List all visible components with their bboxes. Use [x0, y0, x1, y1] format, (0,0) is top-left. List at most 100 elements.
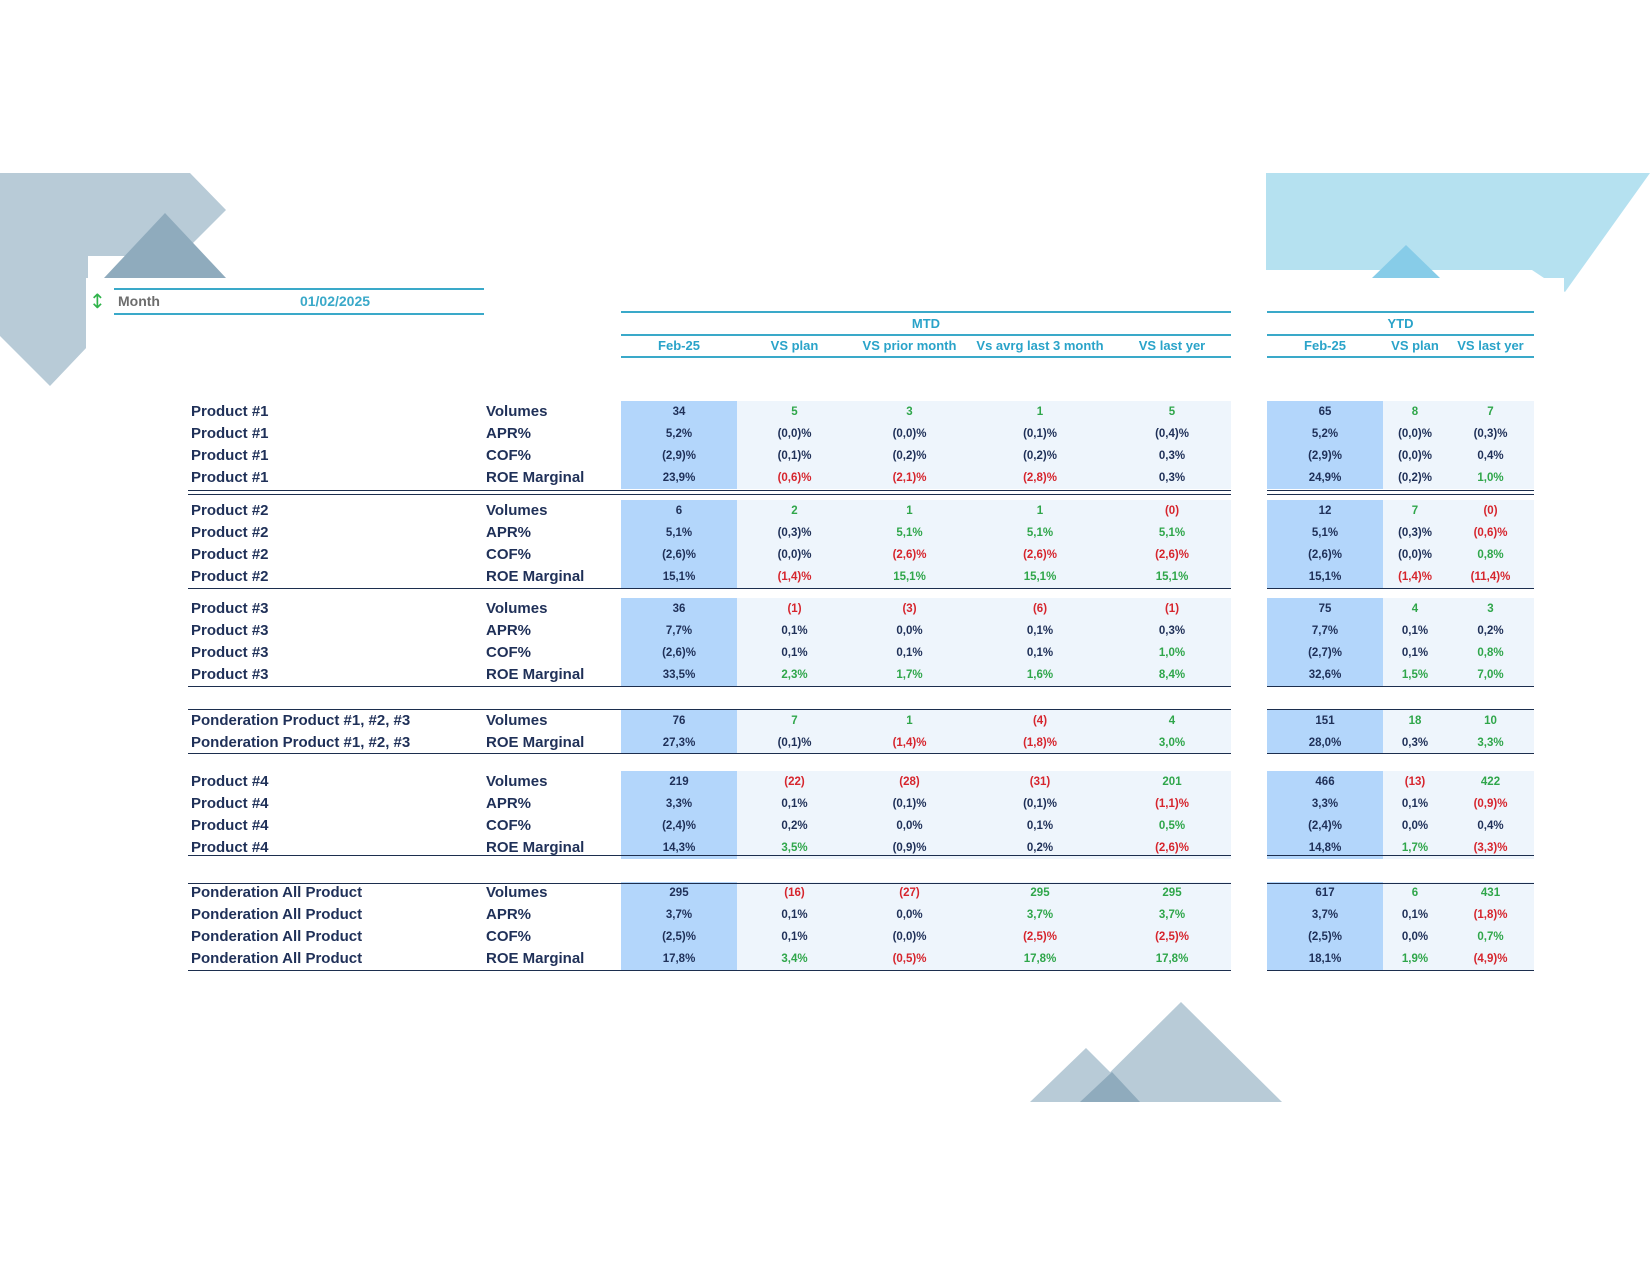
ytd-value-cell: (2,6)%	[1308, 549, 1342, 561]
ytd-value-cell: 15,1%	[1308, 571, 1342, 583]
mtd-col-0: Feb-25	[658, 338, 700, 353]
mtd-value-cell: 1,7%	[896, 669, 923, 681]
ytd-value-cell: 0,3%	[1401, 737, 1429, 749]
mtd-value-cell: 219	[669, 776, 689, 788]
mtd-value-cell: (1,4)%	[892, 737, 927, 749]
ytd-value-cell: 3,3%	[1311, 798, 1339, 810]
row-metric: APR%	[486, 906, 532, 923]
mtd-value-cell: 0,1%	[1026, 820, 1054, 832]
mtd-value-cell: (0,0)%	[777, 549, 812, 561]
up-down-arrow-icon[interactable]: ↕	[89, 289, 106, 313]
mtd-value-cell: (0)	[1164, 505, 1180, 517]
mtd-value-cell: (0,1)%	[1023, 798, 1057, 810]
mtd-value-cell: (6)	[1032, 603, 1048, 615]
ytd-col-0: Feb-25	[1304, 338, 1346, 353]
row-product: Ponderation All Product	[191, 906, 363, 923]
mtd-value-cell: 3,4%	[781, 953, 808, 965]
mtd-value-cell: 1	[906, 715, 913, 727]
mtd-value-cell: 15,1%	[662, 571, 696, 583]
group-separator	[188, 686, 1231, 687]
row-product: Product #1	[191, 425, 269, 442]
row-product: Product #1	[191, 469, 269, 486]
ytd-value-cell: 1,0%	[1477, 472, 1504, 484]
ytd-value-cell: 12	[1318, 505, 1332, 517]
row-metric: Volumes	[486, 403, 548, 420]
row-product: Product #4	[191, 773, 269, 790]
mtd-value-cell: (2,6)%	[662, 647, 696, 659]
mtd-value-cell: 0,3%	[1158, 450, 1186, 462]
month-value[interactable]: 01/02/2025	[299, 293, 371, 309]
ytd-value-cell: 0,1%	[1401, 909, 1429, 921]
mtd-value-cell: 3,7%	[665, 909, 693, 921]
ytd-value-cell: 6	[1411, 887, 1419, 899]
mtd-value-cell: (28)	[899, 776, 920, 788]
right-shape-large	[1266, 173, 1650, 292]
ytd-value-cell: (2,4)%	[1308, 820, 1342, 832]
group-separator	[1267, 490, 1534, 491]
mtd-current-highlight	[621, 401, 737, 489]
mtd-value-cell: (1)	[787, 603, 802, 615]
ytd-col-1: VS plan	[1391, 338, 1439, 353]
mtd-value-cell: 295	[1030, 887, 1050, 899]
row-product: Product #3	[191, 666, 269, 683]
row-metric: ROE Marginal	[486, 666, 585, 683]
row-product: Product #2	[191, 568, 269, 585]
mtd-value-cell: 7	[791, 715, 798, 727]
ytd-value-cell: 7,0%	[1477, 669, 1504, 681]
mtd-current-highlight	[621, 500, 737, 588]
month-label: Month	[118, 293, 160, 309]
mtd-value-cell: (2,8)%	[1023, 472, 1057, 484]
ytd-value-cell: (0,0)%	[1398, 549, 1432, 561]
mtd-value-cell: 0,2%	[781, 820, 808, 832]
right-shape-triangle	[1372, 245, 1440, 278]
group-separator	[1267, 753, 1534, 754]
mtd-value-cell: 3,3%	[665, 798, 693, 810]
mtd-value-cell: (1,4)%	[777, 571, 812, 583]
row-product: Product #1	[191, 447, 269, 464]
row-metric: COF%	[486, 447, 531, 464]
mtd-value-cell: 3,0%	[1158, 737, 1186, 749]
ytd-value-cell: 14,8%	[1308, 842, 1342, 854]
ytd-value-cell: (3,3)%	[1473, 842, 1508, 854]
ytd-value-cell: 1,7%	[1401, 842, 1429, 854]
mtd-value-cell: 8,4%	[1158, 669, 1186, 681]
group-separator	[188, 753, 1231, 754]
row-metric: Volumes	[486, 712, 548, 729]
mtd-value-cell: (1,8)%	[1023, 737, 1057, 749]
mtd-value-cell: 15,1%	[1023, 571, 1057, 583]
ytd-current-highlight	[1267, 771, 1383, 859]
mtd-value-cell: (0,9)%	[892, 842, 927, 854]
mtd-value-cell: (2,5)%	[1155, 931, 1189, 943]
row-product: Ponderation Product #1, #2, #3	[191, 712, 411, 729]
ytd-current-highlight	[1267, 500, 1383, 588]
row-metric: Volumes	[486, 884, 548, 901]
ytd-value-cell: 466	[1315, 776, 1335, 788]
group-separator	[1267, 588, 1534, 589]
ytd-value-cell: 617	[1315, 887, 1335, 899]
ytd-value-cell: 75	[1318, 603, 1332, 615]
month-selector: ↕ Month 01/02/2025	[86, 288, 484, 315]
ytd-value-cell: 0,2%	[1477, 625, 1504, 637]
mtd-value-cell: 3,5%	[781, 842, 808, 854]
mtd-value-cell: (3)	[902, 603, 917, 615]
ytd-value-cell: (0,0)%	[1398, 428, 1432, 440]
group-separator	[188, 883, 1231, 884]
mtd-value-cell: 0,3%	[1158, 625, 1186, 637]
mtd-value-cell: 5	[1168, 406, 1176, 418]
ytd-title: YTD	[1387, 316, 1414, 331]
row-metric: ROE Marginal	[486, 568, 585, 585]
mtd-value-cell: 0,1%	[1026, 647, 1054, 659]
row-metric: ROE Marginal	[486, 839, 585, 856]
mtd-value-cell: (27)	[899, 887, 920, 899]
ytd-value-cell: (2,9)%	[1308, 450, 1342, 462]
ytd-value-cell: 0,1%	[1401, 798, 1429, 810]
mtd-value-cell: 2,3%	[781, 669, 808, 681]
ytd-value-cell: 151	[1315, 715, 1335, 727]
mtd-value-cell: 3	[906, 406, 913, 418]
mtd-value-cell: (0,0)%	[777, 428, 812, 440]
ytd-value-cell: (0,6)%	[1473, 527, 1508, 539]
mtd-value-cell: 0,0%	[896, 625, 923, 637]
group-separator	[188, 588, 1231, 589]
mtd-col-2: VS prior month	[862, 338, 957, 353]
ytd-value-cell: (0,2)%	[1398, 472, 1432, 484]
